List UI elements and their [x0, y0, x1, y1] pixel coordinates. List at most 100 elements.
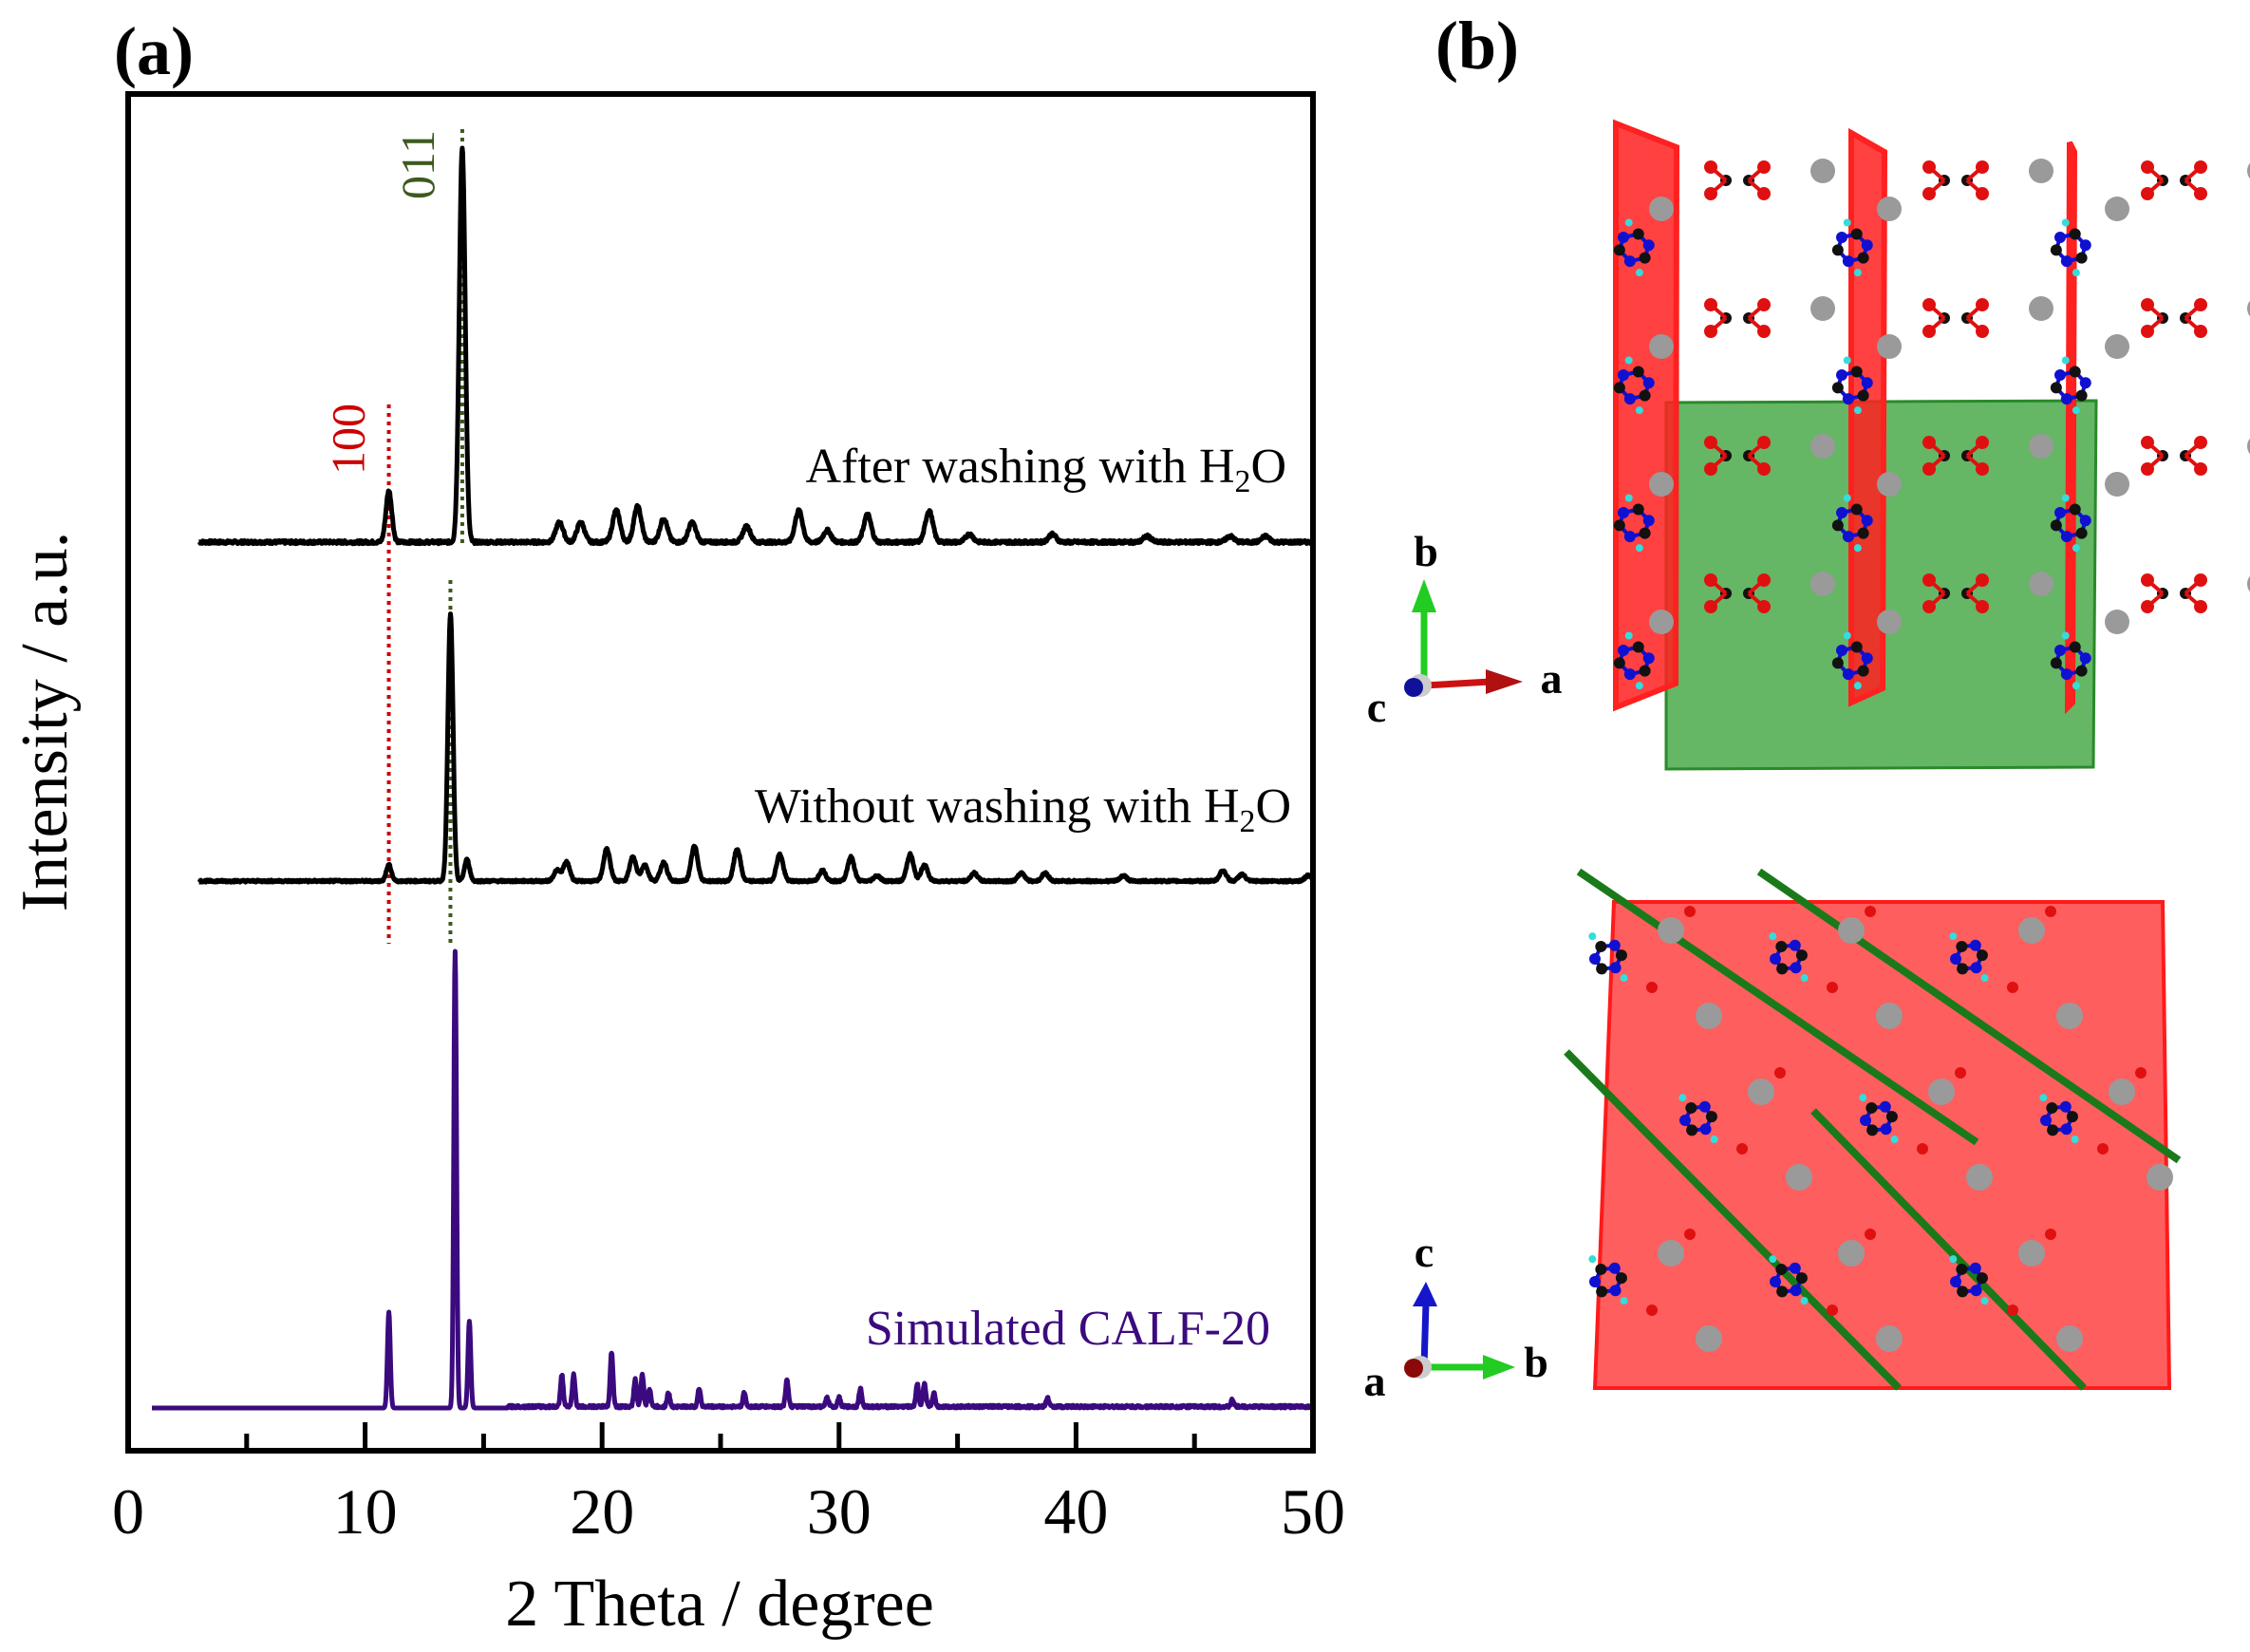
- ligand-atom: [1831, 244, 1844, 256]
- oxygen-atom: [1757, 436, 1771, 449]
- ligand-atom: [1613, 244, 1625, 256]
- hydrogen-atom: [2061, 218, 2070, 227]
- oxygen-atom: [2194, 600, 2207, 613]
- ligand-atom: [1608, 939, 1621, 951]
- ligand-atom: [1618, 232, 1629, 243]
- hydrogen-atom: [1843, 631, 1851, 640]
- ligand-atom: [2075, 527, 2088, 539]
- ligand-atom: [1831, 657, 1844, 669]
- oxygen-atom: [1684, 1229, 1696, 1240]
- hydrogen-atom: [1853, 406, 1862, 415]
- x-tick-label: 20: [570, 1475, 634, 1548]
- ligand-atom: [2060, 255, 2072, 268]
- oxygen-atom: [2194, 298, 2207, 311]
- ligand-atom: [2079, 652, 2091, 665]
- cobalt-atom: [1877, 610, 1902, 634]
- ligand-atom: [1842, 531, 1854, 543]
- oxygen-atom: [2135, 1067, 2147, 1079]
- hydrogen-atom: [1853, 269, 1862, 277]
- hydrogen-atom: [2071, 1136, 2079, 1144]
- hydrogen-atom: [1635, 269, 1643, 277]
- ligand-atom: [2050, 657, 2062, 669]
- oxygen-atom: [1757, 600, 1771, 613]
- ligand-atom: [1850, 366, 1863, 378]
- oxygen-atom: [2194, 160, 2207, 174]
- cobalt-atom: [1649, 197, 1674, 221]
- b-axis-arrowhead: [1483, 1355, 1515, 1380]
- cobalt-atom: [2109, 1079, 2135, 1105]
- traces: [150, 145, 1315, 1411]
- oxygen-atom: [1704, 160, 1717, 174]
- hydrogen-atom: [1710, 1136, 1718, 1144]
- oxygen-atom: [1976, 573, 1989, 587]
- ligand-atom: [2060, 668, 2072, 681]
- cobalt-atom: [1786, 1164, 1812, 1191]
- oxygen-atom: [1757, 573, 1771, 587]
- ligand-atom: [2046, 1101, 2058, 1114]
- ligand-atom: [1613, 382, 1625, 394]
- ligand-atom: [2075, 389, 2088, 402]
- hydrogen-atom: [2061, 356, 2070, 365]
- ligand-atom: [2079, 377, 2091, 389]
- oxygen-atom: [1976, 436, 1989, 449]
- panel-label-a: (a): [114, 13, 194, 89]
- ligand-atom: [1686, 1124, 1698, 1136]
- ligand-atom: [1618, 369, 1629, 381]
- x-axis-tick-labels: 0 10 20 30 40 50: [112, 1475, 1345, 1548]
- xrd-plot: 0 10 20 30 40 50 100 011 After washing with H2…: [112, 91, 1345, 1548]
- hydrogen-atom: [1624, 494, 1633, 502]
- ligand-atom: [1836, 507, 1847, 518]
- green-lattice-plane: [1576, 868, 1979, 1146]
- cobalt-atom: [1876, 1325, 1903, 1352]
- oxygen-atom: [1917, 1143, 1928, 1155]
- ligand-atom: [1880, 1123, 1892, 1136]
- ligand-atom: [1595, 1263, 1607, 1275]
- oxygen-atom: [2007, 1305, 2018, 1316]
- oxygen-atom: [1757, 462, 1771, 476]
- trace-0: [197, 145, 1315, 547]
- cobalt-atom: [2147, 1164, 2173, 1191]
- hydrogen-atom: [1949, 932, 1958, 941]
- oxygen-atom: [1827, 982, 1838, 993]
- cobalt-atom: [1877, 197, 1902, 221]
- ligand-atom: [2054, 507, 2066, 518]
- oxygen-atom: [1865, 1229, 1876, 1240]
- cobalt-atom: [2029, 572, 2053, 596]
- ligand-atom: [1596, 1286, 1608, 1298]
- ligand-atom: [1861, 239, 1873, 252]
- panel-label-b: (b): [1435, 8, 1519, 84]
- oxygen-atom: [2194, 573, 2207, 587]
- red-lattice-plane: [1592, 900, 2172, 1390]
- ligand-atom: [1970, 962, 1982, 974]
- hydrogen-atom: [2061, 494, 2070, 502]
- cobalt-atom: [2018, 917, 2045, 944]
- ligand-atom: [2060, 1123, 2072, 1136]
- x-tick-label: 10: [333, 1475, 398, 1548]
- ligand-atom: [2050, 244, 2062, 256]
- axis-label-c: c: [1415, 1228, 1434, 1276]
- oxygen-atom: [1736, 1143, 1748, 1155]
- ligand-atom: [1770, 1276, 1781, 1287]
- ligand-atom: [2050, 519, 2062, 532]
- crystal-structure-view-bottom: [1564, 868, 2182, 1391]
- hydrogen-atom: [1624, 356, 1633, 365]
- ligand-atom: [2069, 641, 2081, 653]
- ligand-atom: [1776, 1286, 1789, 1298]
- hydrogen-atom: [1588, 1255, 1597, 1264]
- ligand-atom: [2069, 503, 2081, 516]
- y-axis-label: Intensity / a.u.: [9, 532, 82, 911]
- a-axis-arrowhead: [1486, 669, 1523, 694]
- ligand-atom: [1589, 1276, 1601, 1287]
- oxygen-atom: [1922, 436, 1936, 449]
- ligand-atom: [1632, 366, 1644, 378]
- ligand-atom: [1639, 665, 1651, 677]
- oxygen-atom: [1646, 982, 1658, 993]
- ligand-atom: [1705, 1111, 1717, 1123]
- ligand-atom: [1790, 1285, 1802, 1297]
- hydrogen-atom: [1620, 1297, 1628, 1305]
- ligand-atom: [1623, 668, 1636, 681]
- hydrogen-atom: [1980, 1297, 1989, 1305]
- cobalt-atom: [2105, 197, 2129, 221]
- oxygen-atom: [1704, 325, 1717, 338]
- axis-label-a: a: [1364, 1357, 1386, 1405]
